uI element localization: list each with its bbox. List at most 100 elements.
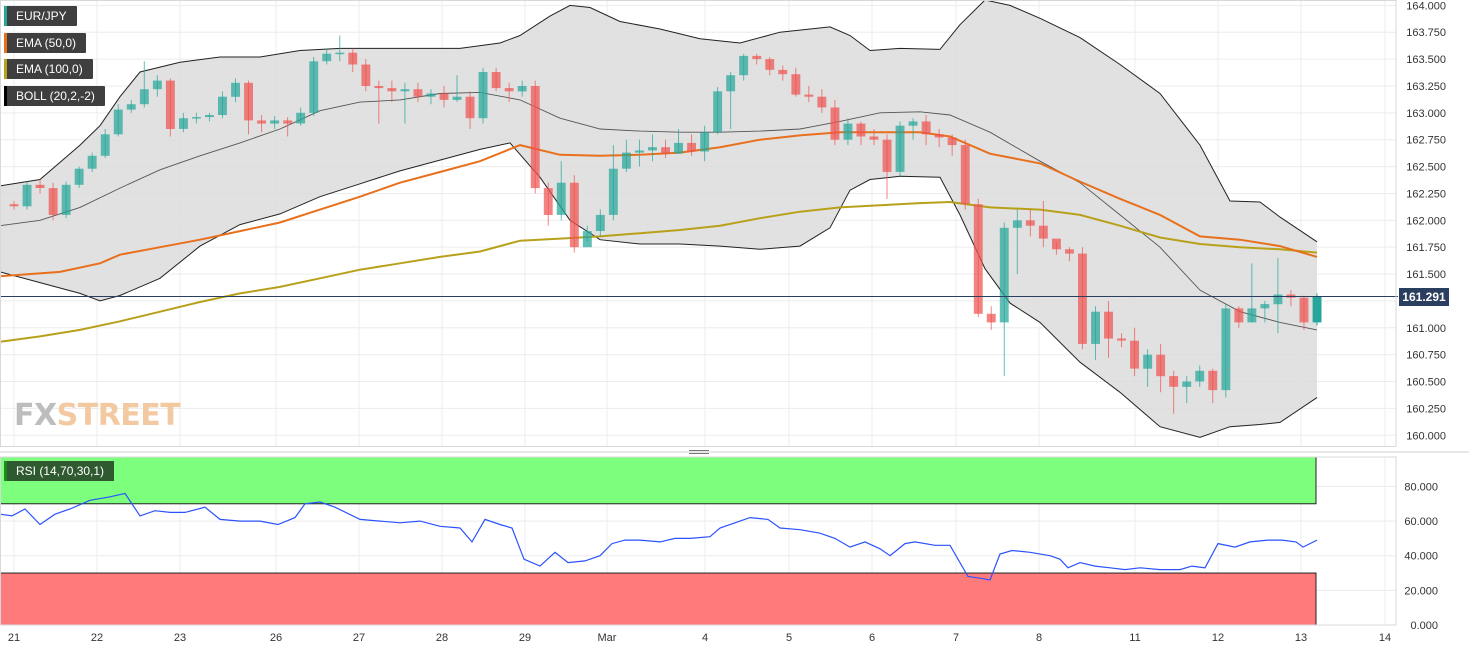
candle-body — [1065, 249, 1074, 254]
candle-body — [856, 123, 866, 137]
candle-body — [165, 80, 175, 129]
y-tick-label: 160.000 — [1406, 430, 1446, 442]
candle-body — [908, 121, 918, 126]
x-tick-label: 6 — [869, 632, 875, 644]
bollinger-middle-line — [0, 91, 1318, 331]
candle-body — [1208, 370, 1218, 391]
candle-body — [973, 204, 983, 314]
candle-body — [648, 147, 657, 151]
candle-body — [1078, 253, 1087, 344]
candle-body — [309, 61, 319, 113]
candle-body — [1312, 296, 1322, 323]
legend-rsi[interactable]: RSI (14,70,30,1) — [4, 461, 115, 481]
candle-body — [244, 82, 253, 121]
candle-body — [231, 82, 240, 97]
candle-body — [152, 80, 162, 90]
y-tick-label: 162.000 — [1406, 215, 1446, 227]
y-tick-label: 163.750 — [1406, 27, 1446, 39]
candle-body — [100, 134, 110, 156]
candle-body — [1130, 340, 1139, 369]
candle-body — [113, 109, 123, 135]
legend-boll-label: BOLL (20,2,-2) — [16, 89, 95, 103]
pane-resize-handle[interactable] — [689, 450, 709, 456]
x-tick-label: 23 — [174, 632, 186, 644]
candle-body — [61, 184, 71, 215]
last-price-badge: 161.291 — [1399, 288, 1449, 306]
rsi-pane-border — [0, 456, 1397, 626]
x-tick-label: 26 — [270, 632, 282, 644]
candle-body — [843, 123, 853, 140]
candle-body — [348, 52, 358, 65]
x-tick-label: 14 — [1379, 632, 1391, 644]
candle-body — [661, 147, 670, 154]
ema50-line — [0, 131, 1318, 278]
candle-body — [296, 112, 306, 124]
candle-body — [700, 132, 710, 152]
candle-body — [674, 142, 683, 154]
candle-body — [218, 96, 227, 115]
candle-body — [335, 52, 345, 55]
y-tick-label: 164.000 — [1406, 0, 1446, 12]
candle-body — [582, 231, 592, 248]
rsi-y-tick-label: 40.000 — [1404, 551, 1438, 563]
x-tick-label: 12 — [1212, 632, 1224, 644]
candle-body — [569, 182, 579, 248]
candle-body — [257, 120, 266, 124]
y-tick-label: 163.000 — [1406, 108, 1446, 120]
candle-body — [895, 125, 905, 172]
y-tick-label: 160.500 — [1406, 377, 1446, 389]
y-tick-label: 162.500 — [1406, 162, 1446, 174]
rsi-pane — [0, 456, 1396, 626]
candle-body — [804, 94, 814, 97]
x-tick-label: 13 — [1295, 632, 1307, 644]
candle-body — [726, 75, 736, 92]
y-tick-label: 162.250 — [1406, 188, 1446, 200]
candle-body — [556, 182, 566, 215]
candle-body — [713, 91, 723, 133]
legend-rsi-label: RSI (14,70,30,1) — [16, 464, 105, 478]
legend-eurjpy-color — [4, 6, 7, 26]
rsi-line — [0, 492, 1318, 581]
legend-ema100[interactable]: EMA (100,0) — [4, 59, 93, 79]
candle-body — [452, 96, 462, 100]
price-pane-border — [0, 0, 1397, 447]
candle-body — [517, 86, 527, 92]
fxstreet-logo: FXSTREET — [14, 398, 181, 433]
y-tick-label: 161.750 — [1406, 242, 1446, 254]
x-tick-label: Mar — [598, 632, 617, 644]
legend-ema100-label: EMA (100,0) — [16, 62, 83, 76]
candle-body — [387, 88, 397, 92]
candle-body — [765, 59, 775, 70]
candle-body — [752, 55, 762, 60]
candle-body — [22, 184, 32, 207]
candle-body — [361, 64, 371, 86]
ema100-line — [0, 200, 1318, 343]
legend-boll[interactable]: BOLL (20,2,-2) — [4, 86, 105, 106]
x-tick-label: 21 — [8, 632, 20, 644]
candle-body — [465, 96, 475, 119]
rsi-oversold-zone — [0, 572, 1317, 626]
candle-body — [1234, 308, 1244, 323]
logo-street: STREET — [56, 398, 181, 433]
bollinger-upper-line — [0, 0, 1318, 243]
candle-body — [830, 107, 840, 140]
candle-body — [322, 53, 332, 62]
candle-body — [622, 152, 631, 169]
candle-body — [478, 72, 488, 119]
candle-body — [491, 72, 501, 89]
candle-body — [9, 204, 19, 207]
candle-body — [1182, 381, 1192, 387]
x-tick-label: 29 — [519, 632, 531, 644]
candle-body — [1260, 304, 1270, 309]
candle-body — [1052, 238, 1061, 250]
candle-body — [1247, 308, 1257, 323]
candle-body — [1104, 311, 1113, 339]
legend-ema50[interactable]: EMA (50,0) — [4, 33, 87, 53]
candle-body — [687, 142, 696, 152]
candle-body — [1012, 220, 1022, 228]
price-pane — [0, 0, 1398, 446]
legend-ema100-color — [4, 59, 7, 79]
y-tick-label: 161.000 — [1406, 323, 1446, 335]
legend-eurjpy[interactable]: EUR/JPY — [4, 6, 77, 26]
